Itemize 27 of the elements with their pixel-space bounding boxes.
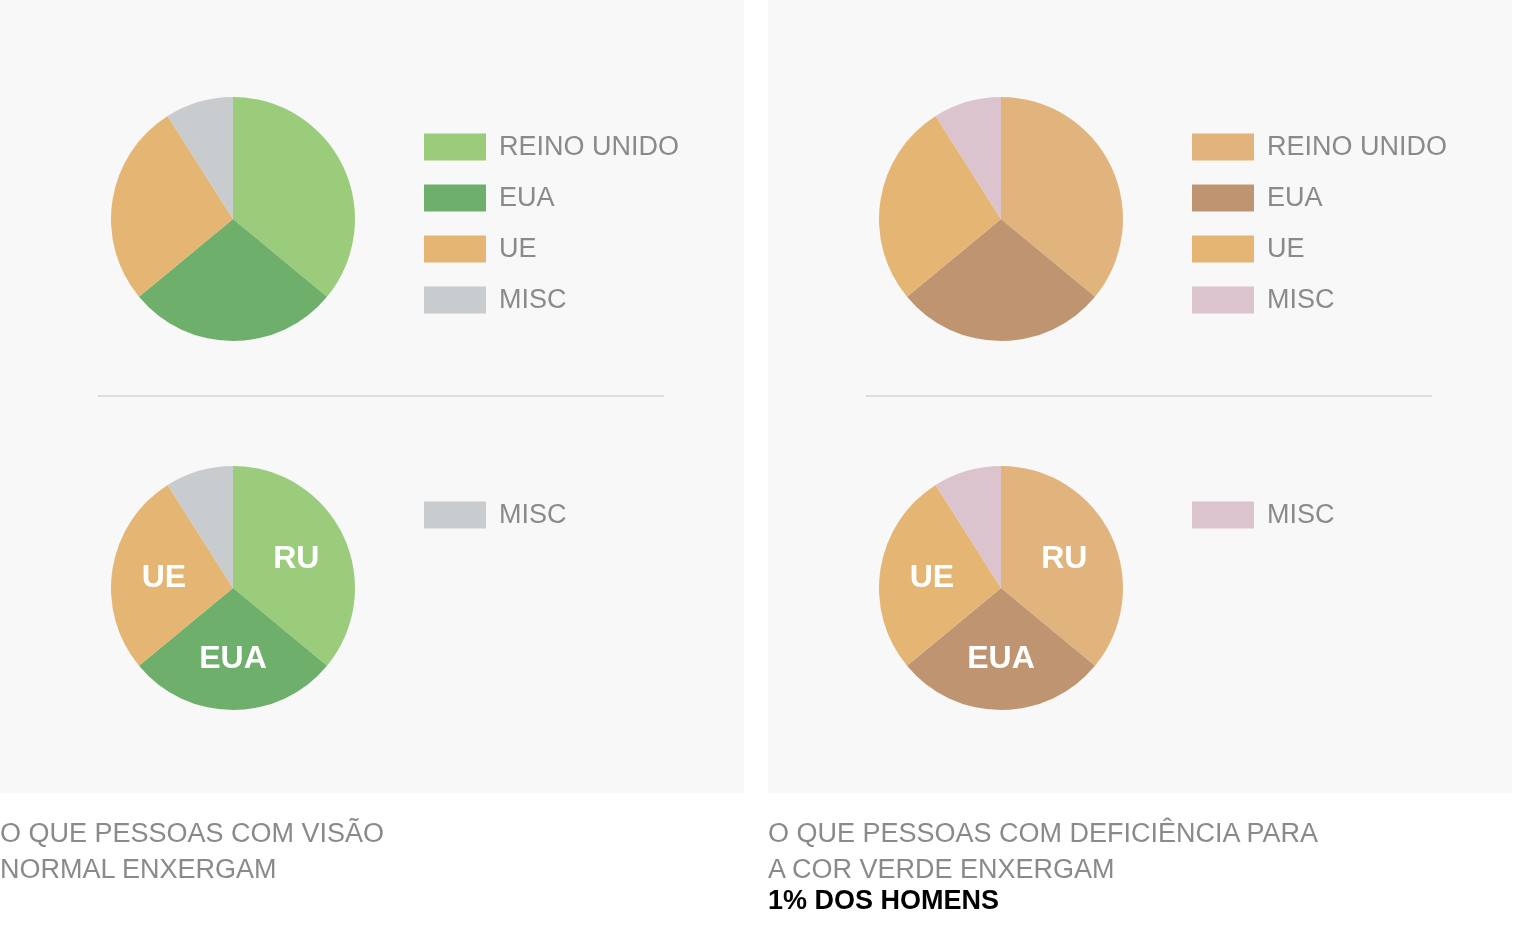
pie-slice [167,97,233,219]
legend-label: REINO UNIDO [499,131,680,161]
legend-label: MISC [499,499,567,529]
legend-label: UE [1267,233,1305,263]
pie-slice [139,219,327,341]
legend-label: MISC [499,284,567,314]
slice-label: RU [1041,539,1088,576]
legend-label: MISC [1267,499,1335,529]
pie-slice [907,219,1095,341]
legend-label: EUA [499,182,555,212]
text: O QUE PESSOAS COM DEFICIÊNCIA PARA A COR VERDE ENXERGAM [768,817,1319,884]
legend-label: UE [499,233,537,263]
legend-label: EUA [1267,182,1323,212]
slice-label: EUA [967,639,1035,675]
slice-label: EUA [199,639,267,675]
pie-slice [111,115,233,297]
pie-slice [233,97,355,297]
pie-slice [935,97,1001,219]
slice-label: UE [909,558,955,595]
text: O QUE PESSOAS COM VISÃO NORMAL ENXERGAM [0,817,385,884]
text: 1% DOS HOMENS [768,885,1000,915]
pie-slice [139,588,327,710]
legend-label: MISC [1267,284,1335,314]
slice-label: RU [273,539,320,576]
pie-slice [907,588,1095,710]
slice-label: UE [141,558,187,595]
legend-label: REINO UNIDO [1267,131,1448,161]
